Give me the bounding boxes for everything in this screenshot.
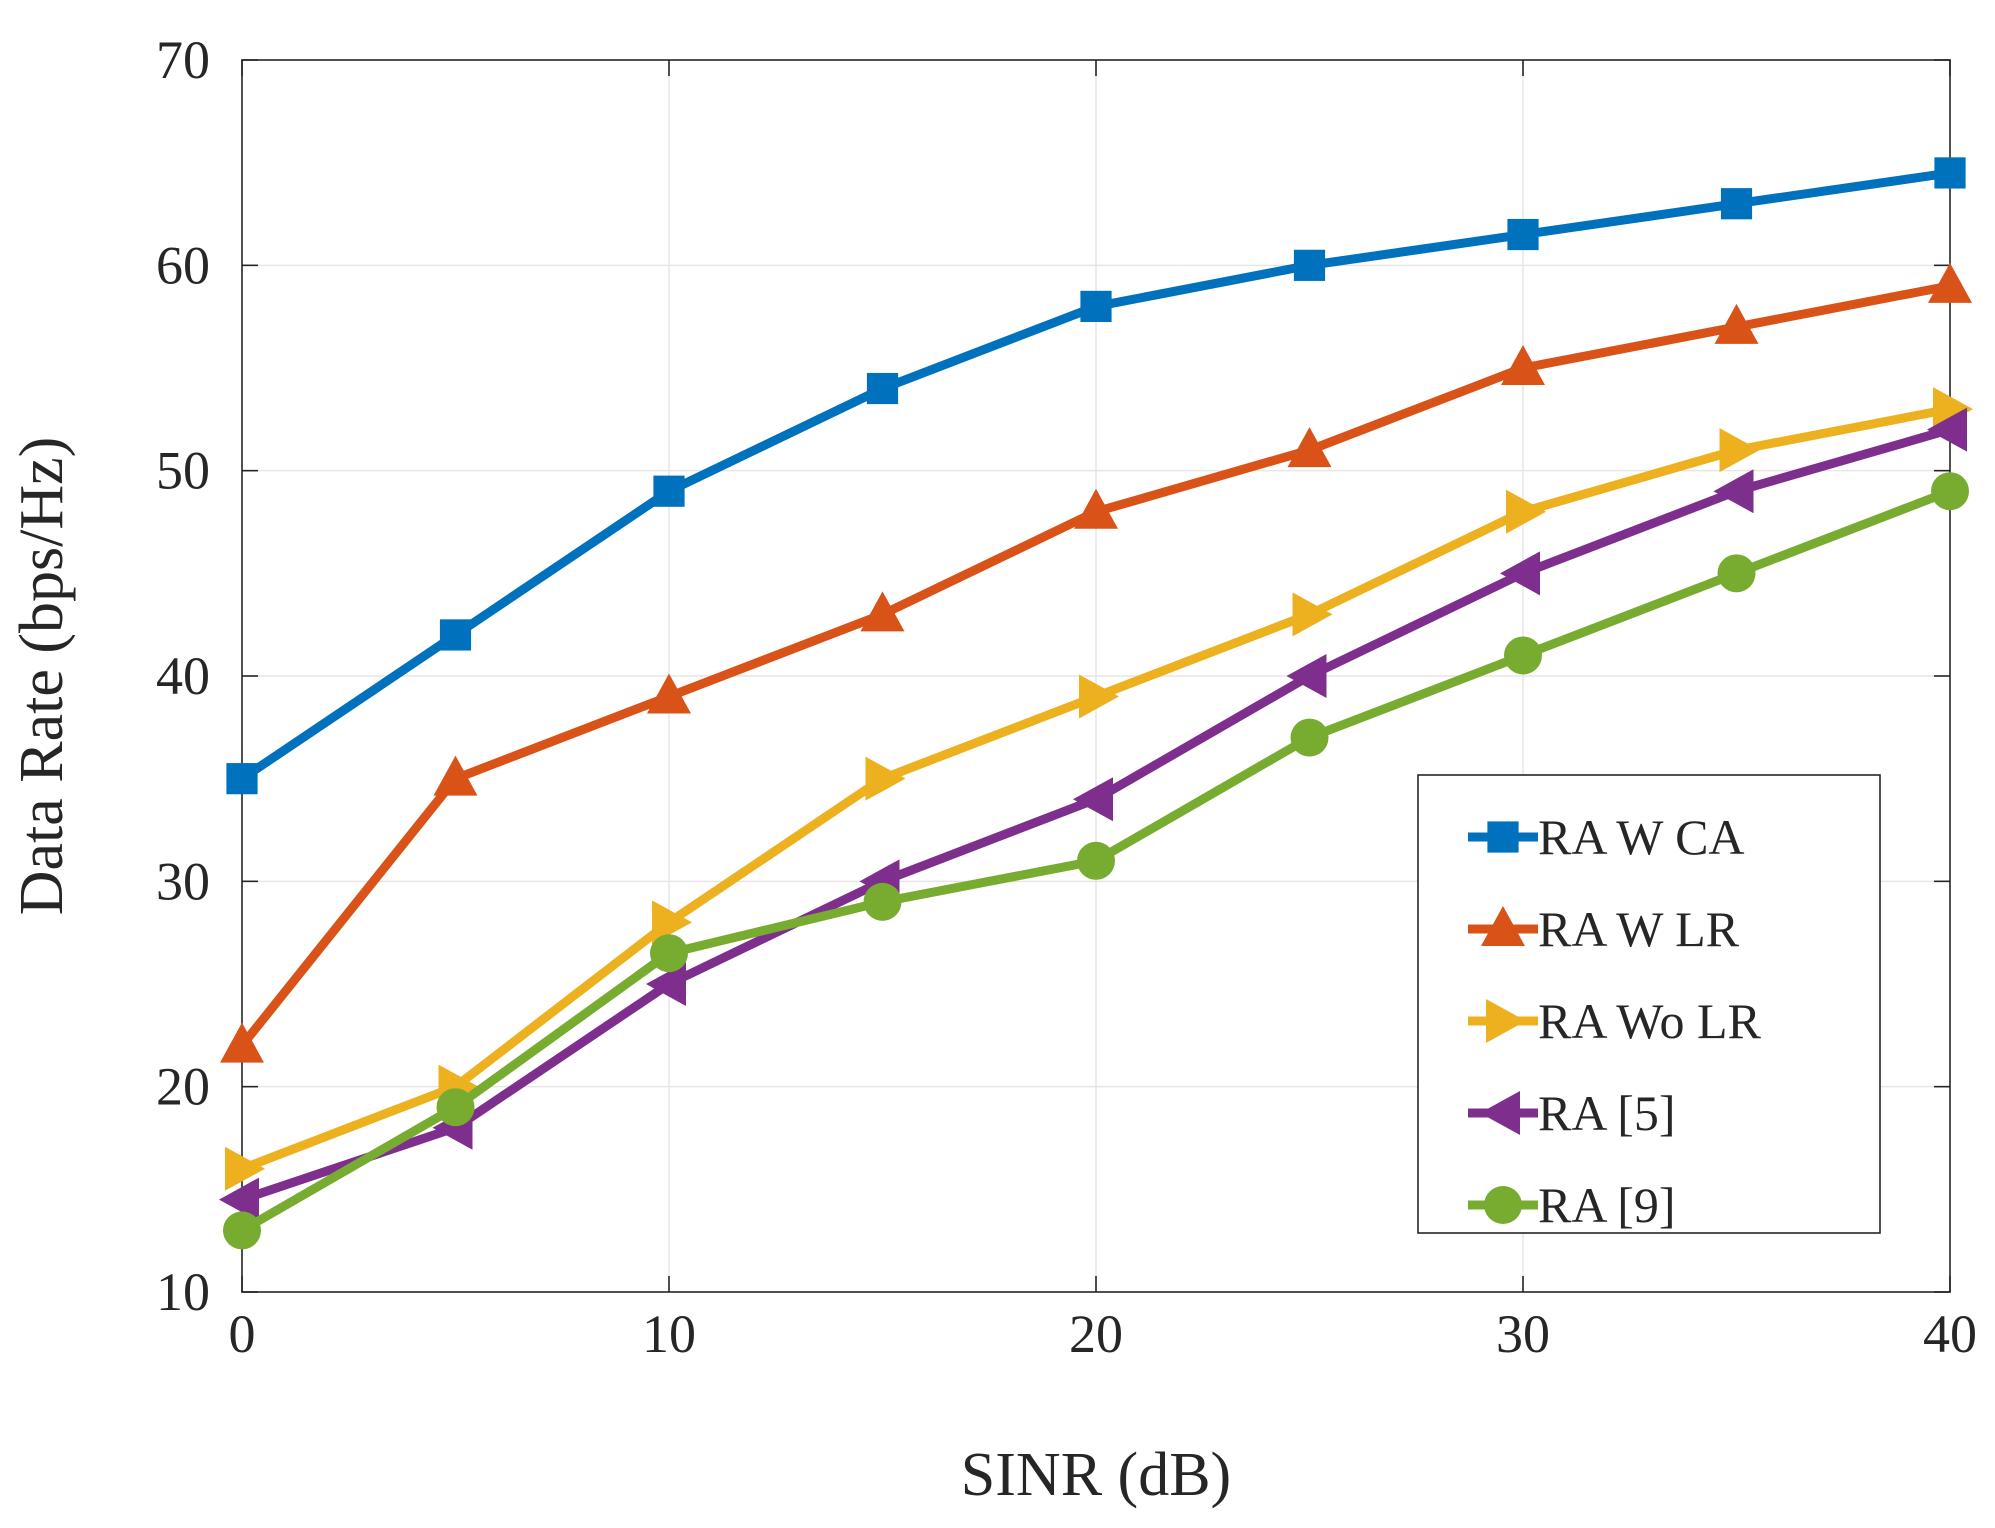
data-point [1293, 249, 1326, 281]
legend-label: RA [9] [1538, 1177, 1676, 1233]
y-axis-label: Data Rate (bps/Hz) [8, 437, 76, 916]
legend-entry: RA W LR [1468, 901, 1740, 957]
data-point [1506, 489, 1546, 534]
x-tick-label: 20 [1069, 1304, 1123, 1364]
series-ra-5 [219, 407, 1967, 1222]
legend-label: RA W LR [1538, 901, 1740, 957]
legend-marker [1487, 821, 1519, 853]
data-point [220, 1022, 264, 1063]
legend-entry: RA [9] [1468, 1177, 1676, 1233]
legend-entry: RA W CA [1468, 809, 1745, 865]
data-point [219, 1177, 259, 1222]
data-point [1077, 841, 1115, 880]
data-point [1080, 290, 1112, 322]
data-point [1719, 428, 1760, 473]
legend-entry: RA Wo LR [1468, 993, 1762, 1049]
data-point [225, 1146, 265, 1191]
data-point [1079, 674, 1119, 719]
data-point [1717, 554, 1756, 593]
data-point [1286, 654, 1327, 698]
legend-marker [1486, 999, 1526, 1043]
data-point [650, 934, 688, 973]
data-point [866, 372, 899, 405]
data-point [436, 1088, 475, 1127]
series-ra-wo-lr [225, 387, 1973, 1191]
data-point [863, 882, 902, 921]
data-point [647, 673, 691, 714]
legend-marker [1481, 906, 1525, 946]
data-point [1500, 551, 1540, 596]
legend-entry: RA [5] [1468, 1085, 1676, 1141]
data-point [223, 1211, 261, 1250]
data-point [1927, 407, 1967, 452]
data-point [1714, 303, 1759, 344]
data-point [865, 756, 906, 801]
data-point [1504, 636, 1542, 675]
x-axis-label: SINR (dB) [961, 1441, 1231, 1509]
data-point [1720, 188, 1753, 220]
data-point [646, 962, 686, 1006]
legend-label: RA Wo LR [1538, 993, 1762, 1049]
x-tick-label: 10 [642, 1304, 696, 1364]
data-point [1507, 218, 1539, 251]
data-point [1933, 387, 1973, 432]
y-tick-label: 20 [156, 1057, 210, 1117]
y-tick-label: 70 [156, 30, 210, 90]
legend-label: RA [5] [1538, 1085, 1676, 1141]
axes: 0 10 20 30 40 10 20 30 40 50 60 70 [156, 30, 1977, 1364]
legend: RA W CA RA W LR RA Wo LR RA [5] RA [9] [1417, 774, 1881, 1234]
data-point [1292, 592, 1333, 637]
data-point [1074, 488, 1118, 529]
y-tick-label: 40 [156, 646, 210, 706]
legend-label: RA W CA [1538, 809, 1745, 865]
series-ra-w-ca [226, 157, 1966, 795]
data-point [1931, 472, 1969, 511]
y-tick-label: 30 [156, 851, 210, 911]
legend-marker [1480, 1091, 1520, 1135]
data-point [653, 475, 685, 507]
data-point [433, 755, 478, 796]
y-tick-label: 50 [156, 441, 210, 501]
data-point [439, 619, 472, 651]
data-point [226, 763, 258, 795]
data-point [652, 900, 692, 945]
y-tick-label: 10 [156, 1262, 210, 1322]
series-ra-w-lr [220, 262, 1972, 1063]
data-point [1287, 427, 1332, 468]
series-ra-9 [223, 472, 1969, 1250]
x-tick-label: 40 [1923, 1304, 1977, 1364]
data-point [1501, 345, 1545, 385]
data-point [1928, 262, 1972, 303]
data-point [1934, 157, 1966, 189]
x-tick-label: 30 [1496, 1304, 1550, 1364]
data-point [1713, 469, 1754, 514]
data-point [1073, 777, 1113, 822]
legend-marker [1484, 1186, 1522, 1224]
data-point [1290, 718, 1329, 757]
data-point [860, 591, 905, 632]
x-tick-label: 0 [229, 1304, 256, 1364]
y-tick-label: 60 [156, 235, 210, 295]
series-layer [219, 157, 1973, 1250]
